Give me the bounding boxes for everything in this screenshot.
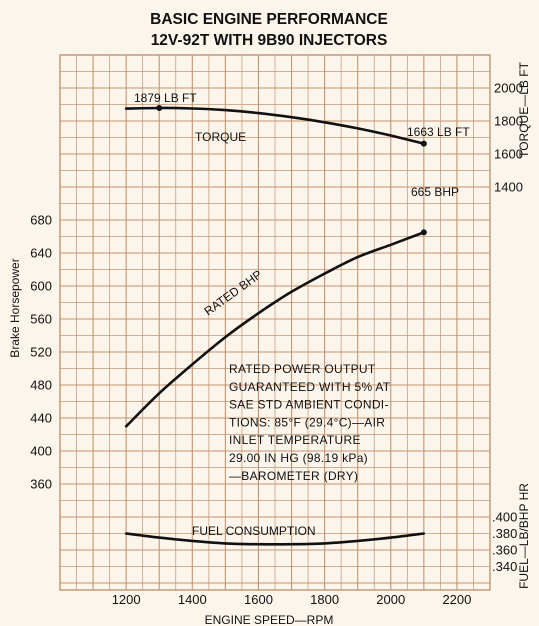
x-tick-label: 2200 [442,592,471,607]
x-tick-label: 1600 [244,592,273,607]
torque-curve-label: TORQUE [195,130,246,144]
chart-subtitle: 12V-92T WITH 9B90 INJECTORS [151,32,388,49]
left-tick-label: 600 [30,279,52,294]
rated-bhp-point-marker [420,229,427,236]
left-tick-label: 360 [30,477,52,492]
torque-tick-label: 1400 [494,180,523,195]
torque-tick-label: 1800 [494,114,523,129]
left-tick-label: 640 [30,246,52,261]
annotation-line: GUARANTEED WITH 5% AT [229,380,391,394]
annotation-line: SAE STD AMBIENT CONDI- [229,398,389,412]
annotation-line: TIONS: 85°F (29.4°C)—AIR [229,415,385,429]
left-tick-label: 480 [30,378,52,393]
fuel-tick-label: .380 [492,526,517,541]
torque-point-marker [420,140,427,147]
left-axis-title: Brake Horsepower [8,258,22,357]
rated-bhp-line [124,231,426,428]
series-lines [124,104,427,546]
torque-tick-label: 1600 [494,147,523,162]
point-value-label: 1663 LB FT [407,125,470,139]
chart-title: BASIC ENGINE PERFORMANCE [150,11,388,28]
x-tick-label: 2000 [376,592,405,607]
annotation-line: —BAROMETER (DRY) [229,469,358,483]
x-axis-title: ENGINE SPEED—RPM [205,613,334,626]
fuel-tick-label: .360 [492,543,517,558]
annotation-note: RATED POWER OUTPUT GUARANTEED WITH 5% AT S… [229,362,391,483]
point-value-label: 665 BHP [411,185,459,199]
fuel-curve-label: FUEL CONSUMPTION [192,524,316,538]
fuel-tick-label: .400 [492,510,517,525]
torque-tick-label: 2000 [494,81,523,96]
fuel-tick-label: .340 [492,559,517,574]
annotation-line: INLET TEMPERATURE [229,433,361,447]
torque-axis-title: TORQUE—LB FT [517,61,531,157]
x-tick-label: 1800 [310,592,339,607]
left-tick-label: 520 [30,345,52,360]
tick-labels: 1200 1400 1600 1800 2000 2200 360 400 440 480 520 5… [30,81,523,608]
annotation-line: 29.00 IN HG (98.19 kPa) [229,451,368,465]
fuel-consumption-line [124,532,426,546]
grid [59,54,491,591]
x-tick-label: 1400 [178,592,207,607]
left-tick-label: 440 [30,411,52,426]
annotation-line: RATED POWER OUTPUT [229,362,376,376]
fuel-axis-title: FUEL—LB/BHP HR [517,483,531,589]
left-tick-label: 400 [30,444,52,459]
left-tick-label: 560 [30,312,52,327]
point-value-label: 1879 LB FT [134,91,197,105]
x-tick-label: 1200 [112,592,141,607]
left-tick-label: 680 [30,213,52,228]
torque-line [124,106,426,145]
torque-point-marker [156,104,163,111]
